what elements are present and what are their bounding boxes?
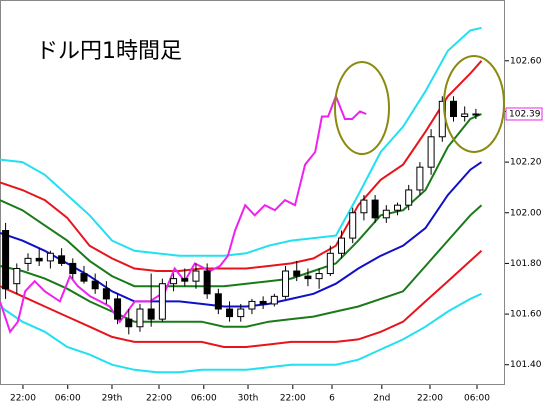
series-line [0, 204, 483, 328]
x-tick-label: 22:00 [280, 394, 306, 404]
candle-body [315, 273, 323, 280]
candle-body [46, 252, 54, 262]
y-tick-label: 102.20 [510, 158, 542, 168]
y-tick-label: 102.60 [510, 56, 542, 66]
y-tick-label: 101.60 [510, 310, 542, 320]
last-price-label: 102.39 [509, 109, 541, 119]
candle-body [125, 318, 133, 328]
series-line [0, 26, 482, 257]
candle-body [416, 166, 424, 191]
candle-body [214, 293, 222, 310]
chart-title: ドル円1時間足 [36, 39, 182, 64]
candle-body [181, 278, 189, 282]
x-tick-label: 2nd [373, 394, 390, 404]
plot-area [0, 26, 483, 374]
series-line [0, 93, 367, 334]
series-line [0, 60, 483, 272]
candle-body [259, 300, 267, 305]
candle-body [170, 278, 178, 285]
candle-body [293, 270, 301, 277]
y-tick-label: 101.40 [510, 360, 542, 370]
x-tick-label: 22:00 [417, 394, 443, 404]
plot-frame [0, 0, 505, 385]
candle-body [405, 189, 413, 206]
candle-body [13, 267, 21, 285]
x-tick-label: 06:00 [55, 394, 81, 404]
candle-body [35, 257, 43, 262]
candle-body [461, 113, 469, 118]
candle-body [203, 270, 211, 295]
candle-body [58, 255, 66, 264]
y-tick-label: 102.00 [510, 208, 542, 218]
candle-body [449, 100, 457, 118]
highlight-ellipse [443, 55, 505, 153]
candle-body [248, 300, 256, 310]
candle-body [192, 270, 200, 282]
candle-body [427, 136, 435, 168]
x-tick-label: 6 [329, 394, 335, 404]
x-tick-label: 22:00 [146, 394, 172, 404]
candle-body [338, 237, 346, 254]
candle-body [114, 298, 122, 320]
candle-body [102, 288, 110, 300]
candle-body [394, 204, 402, 211]
candle-body [326, 252, 334, 275]
candle-body [158, 283, 166, 320]
candle-body [69, 262, 77, 275]
candle-body [147, 308, 155, 320]
x-tick-label: 06:00 [464, 394, 490, 404]
last-price-box [505, 107, 543, 121]
series-line [0, 250, 483, 348]
candle-body [304, 275, 312, 280]
candle-body [237, 308, 245, 318]
x-tick-label: 30th [238, 394, 259, 404]
series-line [0, 161, 483, 308]
x-tick-label: 29th [102, 394, 123, 404]
candle-body [282, 270, 290, 297]
candle-body [91, 280, 99, 290]
series-line [0, 292, 482, 374]
candle-body [472, 113, 480, 116]
candle-body [382, 209, 390, 219]
candle-body [349, 212, 357, 239]
candle-body [80, 273, 88, 282]
candle-body [24, 257, 32, 264]
candle-body [226, 308, 234, 318]
candle-body [136, 308, 144, 328]
candle-body [371, 199, 379, 219]
candle-body [2, 229, 10, 290]
x-tick-label: 06:00 [191, 394, 217, 404]
y-tick-label: 101.80 [510, 259, 542, 269]
candle-body [270, 295, 278, 305]
highlight-ellipse [334, 61, 390, 155]
x-tick-label: 22:00 [10, 394, 36, 404]
candle-body [360, 199, 368, 214]
